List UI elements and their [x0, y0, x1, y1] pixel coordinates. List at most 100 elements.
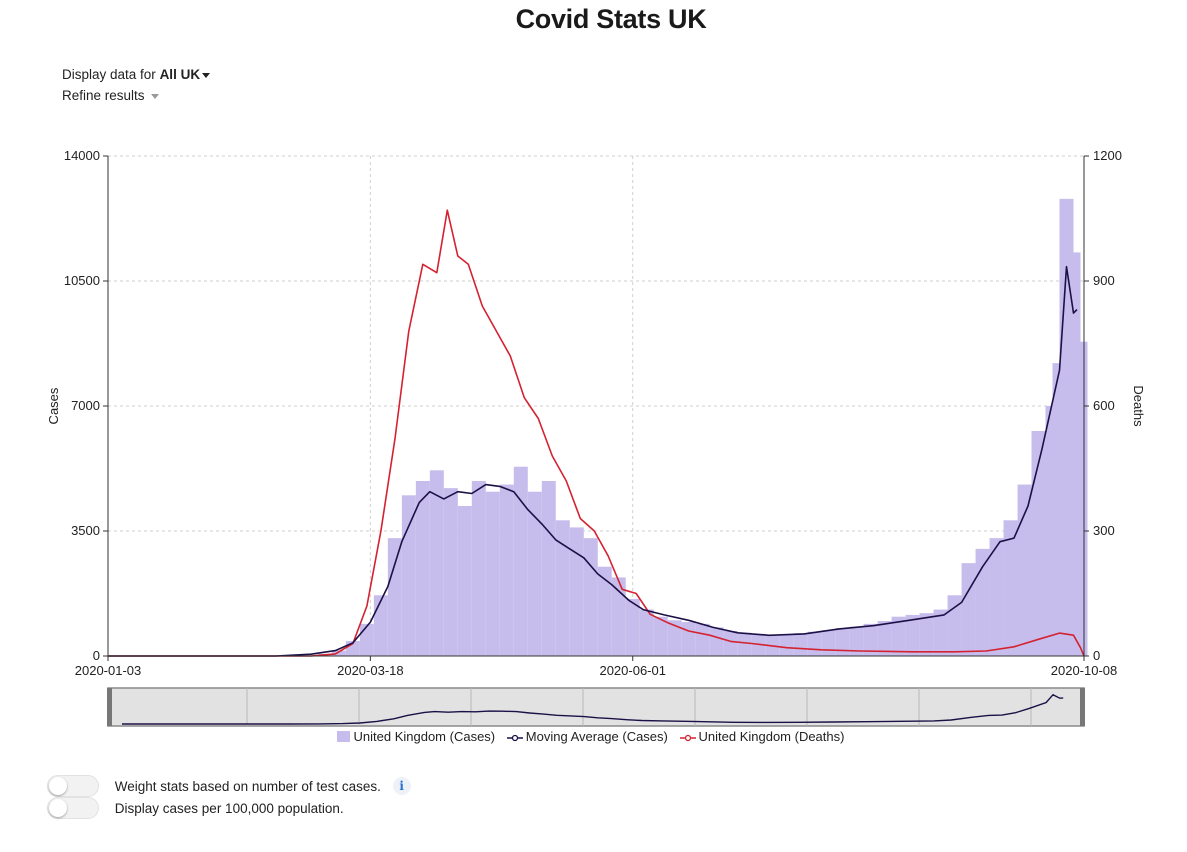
- grid: [108, 155, 1084, 656]
- legend-line-swatch: [506, 734, 523, 741]
- legend-bar-swatch: [336, 731, 350, 742]
- y-left-tick-label: 0: [93, 648, 100, 663]
- per-population-toggle-row: Display cases per 100,000 population.: [47, 797, 344, 819]
- x-tick-label: 2020-03-18: [337, 663, 404, 678]
- legend-item-cases[interactable]: United Kingdom (Cases): [336, 729, 496, 744]
- caret-down-icon[interactable]: [150, 93, 159, 99]
- y-right-tick-label: 0: [1093, 648, 1100, 663]
- moving-average-line: [108, 265, 1078, 657]
- y-left-tick-label: 7000: [71, 398, 100, 413]
- deaths-line: [108, 209, 1085, 657]
- cases-bar: [331, 650, 346, 656]
- cases-bar: [877, 621, 892, 656]
- toggle-knob: [49, 777, 67, 795]
- legend-label-cases[interactable]: United Kingdom (Cases): [353, 729, 496, 744]
- y-axis-right-title: Deaths: [1131, 385, 1146, 427]
- cases-bar: [527, 491, 542, 656]
- cases-bar: [737, 632, 752, 656]
- cases-bar: [779, 634, 794, 656]
- per-population-label: Display cases per 100,000 population.: [114, 800, 344, 816]
- y-axis-left-title: Cases: [46, 387, 61, 424]
- cases-bar: [835, 628, 850, 656]
- cases-bar: [611, 577, 626, 656]
- range-navigator[interactable]: [107, 687, 1085, 727]
- y-left-tick-label: 14000: [64, 148, 100, 163]
- info-icon[interactable]: i: [392, 777, 411, 795]
- cases-bar: [863, 623, 878, 656]
- legend: United Kingdom (Cases) Moving Average (C…: [0, 729, 1181, 744]
- refine-results-link[interactable]: Refine results: [62, 88, 145, 103]
- y-left-tick-label: 3500: [71, 523, 100, 538]
- cases-bar: [933, 609, 948, 656]
- display-data-label: Display data for: [62, 67, 156, 82]
- chart: 0 3500 7000 10500 14000 0 300 600 900 1200 2020-01…: [46, 148, 1146, 727]
- cases-bar: [569, 527, 584, 656]
- weight-stats-toggle[interactable]: [47, 775, 99, 797]
- cases-bar: [387, 538, 402, 656]
- cases-bar: [597, 566, 612, 656]
- cases-bar: [821, 630, 836, 656]
- toggle-knob: [49, 799, 67, 817]
- cases-bar: [681, 622, 696, 656]
- cases-bar: [485, 491, 500, 656]
- y-right-tick-label: 600: [1093, 398, 1115, 413]
- cases-bar: [975, 548, 990, 656]
- cases-bar: [373, 595, 388, 656]
- cases-bar: [471, 481, 486, 656]
- weight-stats-label: Weight stats based on number of test cas…: [114, 778, 381, 794]
- display-data-row: Display data for All UK: [62, 67, 211, 82]
- cases-bar: [667, 620, 682, 656]
- cases-bar: [807, 631, 822, 656]
- cases-bar: [625, 598, 640, 656]
- cases-bar: [443, 488, 458, 656]
- caret-down-icon[interactable]: [202, 72, 211, 78]
- region-dropdown[interactable]: All UK: [160, 67, 211, 82]
- x-tick-label: 2020-10-08: [1051, 663, 1118, 678]
- cases-bar: [1073, 341, 1088, 656]
- navigator-handle-right[interactable]: [1080, 688, 1085, 726]
- cases-bar: [513, 466, 528, 656]
- cases-bar: [653, 616, 668, 656]
- x-tick-label: 2020-06-01: [599, 663, 666, 678]
- cases-bar: [359, 623, 374, 656]
- x-tick-label: 2020-01-03: [75, 663, 142, 678]
- cases-bar: [639, 609, 654, 656]
- cases-bar: [429, 470, 444, 656]
- cases-bar: [905, 614, 920, 656]
- cases-bar: [989, 538, 1004, 656]
- cases-bar: [709, 627, 724, 656]
- weight-stats-toggle-row: Weight stats based on number of test cas…: [47, 775, 411, 797]
- legend-item-deaths[interactable]: United Kingdom (Deaths): [679, 729, 845, 744]
- cases-bar: [695, 623, 710, 656]
- cases-bar: [499, 484, 514, 656]
- y-right-tick-label: 900: [1093, 273, 1115, 288]
- region-selected-value[interactable]: All UK: [159, 67, 201, 82]
- series-lines: [108, 209, 1085, 657]
- y-right-tick-label: 1200: [1093, 148, 1122, 163]
- per-population-toggle[interactable]: [47, 797, 99, 819]
- y-left-tick-label: 10500: [64, 273, 100, 288]
- legend-line-swatch: [679, 734, 696, 741]
- cases-bar: [583, 538, 598, 656]
- legend-label-moving-average[interactable]: Moving Average (Cases): [525, 729, 668, 744]
- navigator-line: [122, 693, 1064, 725]
- cases-bar: [723, 631, 738, 656]
- cases-bar: [415, 481, 430, 656]
- cases-bar: [1031, 431, 1046, 656]
- navigator-handle-left[interactable]: [107, 688, 112, 726]
- cases-bar: [961, 563, 976, 656]
- cases-bar: [401, 495, 416, 656]
- cases-bar: [849, 626, 864, 656]
- refine-results-row[interactable]: Refine results: [62, 88, 159, 103]
- cases-bar: [891, 616, 906, 656]
- cases-bar: [793, 633, 808, 656]
- legend-label-deaths[interactable]: United Kingdom (Deaths): [698, 729, 845, 744]
- cases-bar: [541, 481, 556, 656]
- legend-item-moving-average[interactable]: Moving Average (Cases): [506, 729, 668, 744]
- navigator-track: [107, 687, 1085, 727]
- cases-bar: [555, 520, 570, 656]
- cases-bar: [919, 613, 934, 656]
- cases-bar: [457, 506, 472, 656]
- axes: 0 3500 7000 10500 14000 0 300 600 900 1200 2020-01…: [46, 148, 1146, 678]
- cases-bar: [1003, 520, 1018, 656]
